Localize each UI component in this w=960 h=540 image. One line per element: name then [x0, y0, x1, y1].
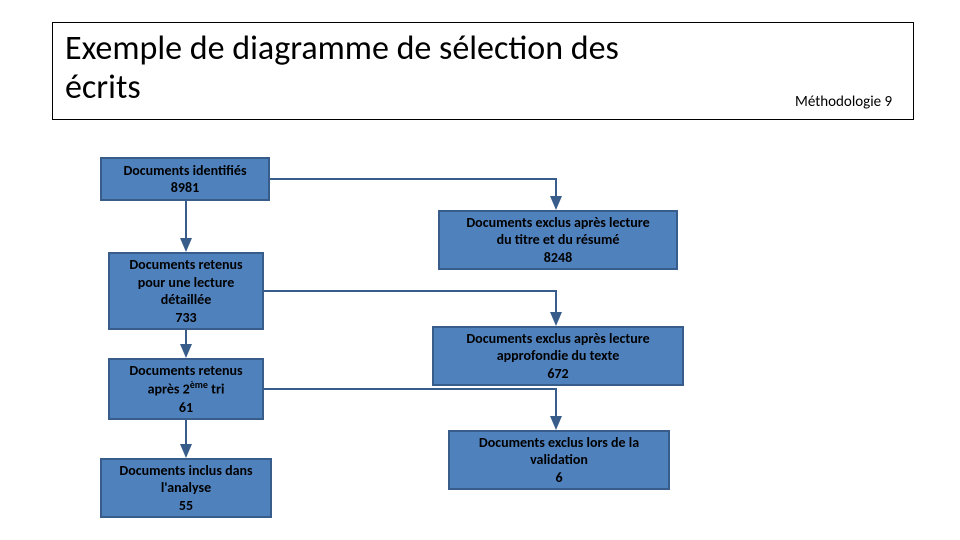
node-text-line: l'analyse — [161, 479, 211, 497]
node-text-line: Documents exclus après lecture — [466, 214, 649, 232]
node-text-line: 6 — [555, 469, 562, 487]
slide-subtitle: Méthodologie 9 — [795, 93, 892, 111]
node-text-line: 733 — [175, 309, 196, 327]
title-box: Exemple de diagramme de sélection des éc… — [52, 22, 914, 120]
slide-title: Exemple de diagramme de sélection des éc… — [65, 29, 901, 107]
flow-arrow — [270, 179, 556, 208]
node-text-line: 55 — [179, 497, 193, 515]
node-text-line: pour une lecture — [138, 274, 235, 292]
node-text-line: approfondie du texte — [497, 347, 620, 365]
node-text-line: Documents identifiés — [123, 162, 246, 180]
node-documents-excluded-validation: Documents exclus lors de lavalidation6 — [448, 430, 670, 490]
node-text-line: Documents retenus — [129, 362, 242, 380]
node-text-line: 8981 — [171, 179, 199, 197]
node-text-line: Documents exclus lors de la — [479, 434, 639, 452]
node-text-line: 8248 — [544, 249, 572, 267]
node-text-line: du titre et du résumé — [497, 231, 620, 249]
flow-arrow — [264, 291, 556, 324]
node-documents-retained-detailed: Documents retenuspour une lecturedétaill… — [108, 252, 264, 330]
node-text-line: après 2ème tri — [148, 379, 225, 398]
node-text-line: Documents exclus après lecture — [466, 330, 649, 348]
node-text-line: validation — [530, 451, 588, 469]
node-text-line: Documents retenus — [129, 256, 242, 274]
node-text-line: Documents inclus dans — [119, 462, 252, 480]
node-text-line: 61 — [179, 399, 193, 417]
title-line1: Exemple de diagramme de sélection des — [65, 28, 619, 69]
node-documents-identified: Documents identifiés8981 — [100, 157, 270, 201]
node-documents-excluded-title-abstract: Documents exclus après lecturedu titre e… — [438, 210, 678, 270]
title-line2: écrits — [65, 67, 141, 108]
node-documents-excluded-full-text: Documents exclus après lectureapprofondi… — [432, 326, 684, 386]
node-text-line: détaillée — [161, 291, 212, 309]
node-documents-included: Documents inclus dansl'analyse55 — [100, 458, 272, 518]
flow-arrow — [264, 389, 556, 428]
node-documents-retained-second-sort: Documents retenusaprès 2ème tri61 — [108, 358, 264, 420]
node-text-line: 672 — [547, 365, 568, 383]
